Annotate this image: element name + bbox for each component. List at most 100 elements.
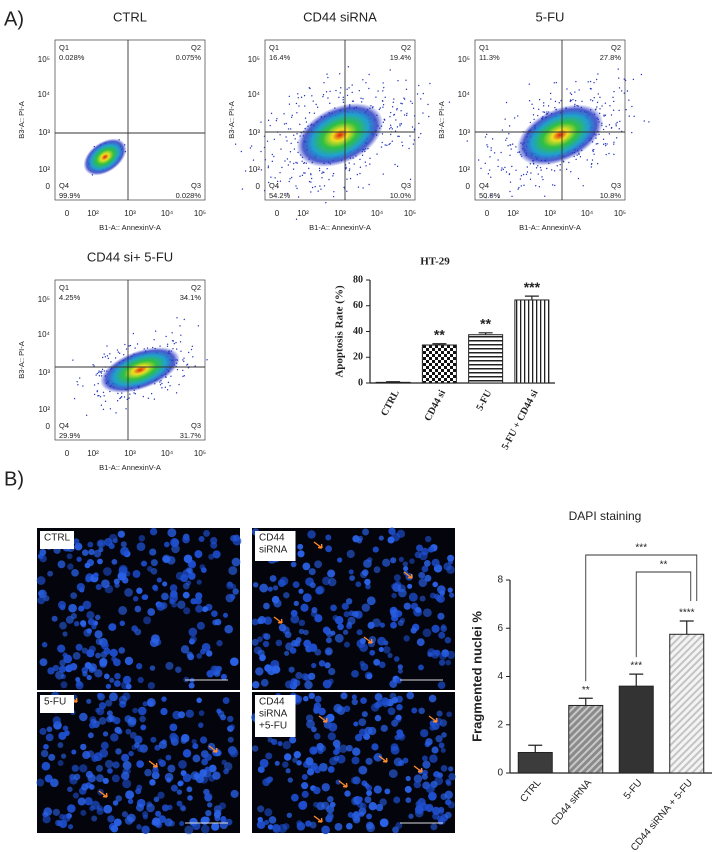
y-axis-label: B3-A:: PI-A <box>17 101 26 139</box>
nucleus <box>149 548 157 556</box>
cell-event <box>308 180 311 183</box>
nucleus <box>257 805 265 813</box>
cell-event <box>115 412 117 414</box>
nucleus <box>86 559 95 567</box>
cell-event <box>403 98 406 100</box>
nucleus <box>41 761 51 771</box>
cell-event <box>310 177 313 180</box>
nucleus <box>346 549 355 559</box>
nucleus <box>407 583 413 589</box>
cell-event <box>379 107 381 109</box>
arrow <box>318 715 328 723</box>
significance-label: ** <box>480 315 491 331</box>
nucleus <box>67 804 76 813</box>
cell-event <box>615 125 617 127</box>
cell-event <box>362 187 364 189</box>
cell-event <box>297 196 300 198</box>
nucleus <box>62 631 68 637</box>
cell-event <box>391 106 394 108</box>
nucleus <box>418 664 424 671</box>
nucleus <box>167 528 177 538</box>
cell-event <box>411 102 413 105</box>
nucleus <box>78 605 85 612</box>
cell-event <box>285 136 287 138</box>
cell-event <box>346 178 348 180</box>
nucleus <box>259 583 269 593</box>
nucleus <box>277 741 283 747</box>
nucleus <box>170 784 178 792</box>
panel-label: B) <box>4 468 24 490</box>
nucleus <box>355 581 362 588</box>
nucleus <box>197 722 204 728</box>
nucleus <box>373 754 380 761</box>
cell-event <box>276 180 279 183</box>
nucleus <box>325 534 332 541</box>
cell-event <box>293 148 296 150</box>
cell-event <box>291 176 293 179</box>
bar <box>375 381 411 384</box>
cell-event <box>497 165 499 168</box>
nucleus <box>301 673 309 681</box>
nucleus <box>350 776 359 785</box>
nucleus <box>284 631 292 639</box>
nucleus <box>176 800 183 807</box>
nucleus <box>353 721 359 727</box>
quadrant-percent: 99.9% <box>59 191 81 200</box>
cell-event <box>317 190 319 192</box>
cell-event <box>123 396 126 398</box>
nucleus <box>124 656 134 666</box>
cell-event <box>613 90 615 93</box>
cell-event <box>291 116 293 118</box>
nucleus <box>313 766 321 774</box>
nucleus <box>305 714 314 723</box>
cell-event <box>179 325 181 327</box>
cell-event <box>591 100 594 102</box>
cell-event <box>303 172 305 174</box>
y-axis-label: B3-A:: PI-A <box>17 341 26 379</box>
nucleus <box>346 822 353 830</box>
nucleus <box>55 670 64 680</box>
nucleus <box>105 683 112 689</box>
cell-event <box>382 173 384 175</box>
cell-event <box>401 141 403 143</box>
cell-event <box>633 115 635 118</box>
nucleus <box>71 764 79 772</box>
nucleus <box>265 752 273 760</box>
nucleus <box>378 646 384 653</box>
quadrant-percent: 4.25% <box>59 293 81 302</box>
cell-event <box>365 82 367 84</box>
nucleus <box>416 638 425 647</box>
cell-event <box>575 80 577 83</box>
cell-event <box>323 82 325 84</box>
nucleus <box>146 565 153 572</box>
nucleus <box>121 811 128 818</box>
y-tick-label: 4 <box>497 671 503 682</box>
nucleus <box>64 730 70 736</box>
cell-event <box>194 365 196 367</box>
nucleus <box>147 700 154 707</box>
nucleus <box>110 824 119 833</box>
nucleus <box>293 679 301 687</box>
cell-event <box>106 355 109 357</box>
nucleus <box>43 807 53 816</box>
nucleus <box>266 666 276 676</box>
arrow <box>208 745 218 753</box>
nucleus <box>439 652 447 660</box>
nucleus <box>220 714 227 721</box>
cell-event <box>542 111 544 113</box>
cell-event <box>384 144 386 146</box>
nucleus <box>95 583 102 591</box>
cell-event <box>279 134 281 136</box>
nucleus <box>144 768 152 777</box>
nucleus <box>57 644 66 653</box>
y-tick-label: 6 <box>497 623 503 634</box>
cell-event <box>523 184 525 186</box>
cell-event <box>281 166 283 169</box>
nucleus <box>206 650 213 657</box>
nuclei <box>251 527 456 690</box>
nucleus <box>262 640 270 648</box>
cell-event <box>134 347 136 349</box>
nucleus <box>259 758 269 768</box>
nucleus <box>358 765 368 775</box>
nucleus <box>98 702 107 710</box>
